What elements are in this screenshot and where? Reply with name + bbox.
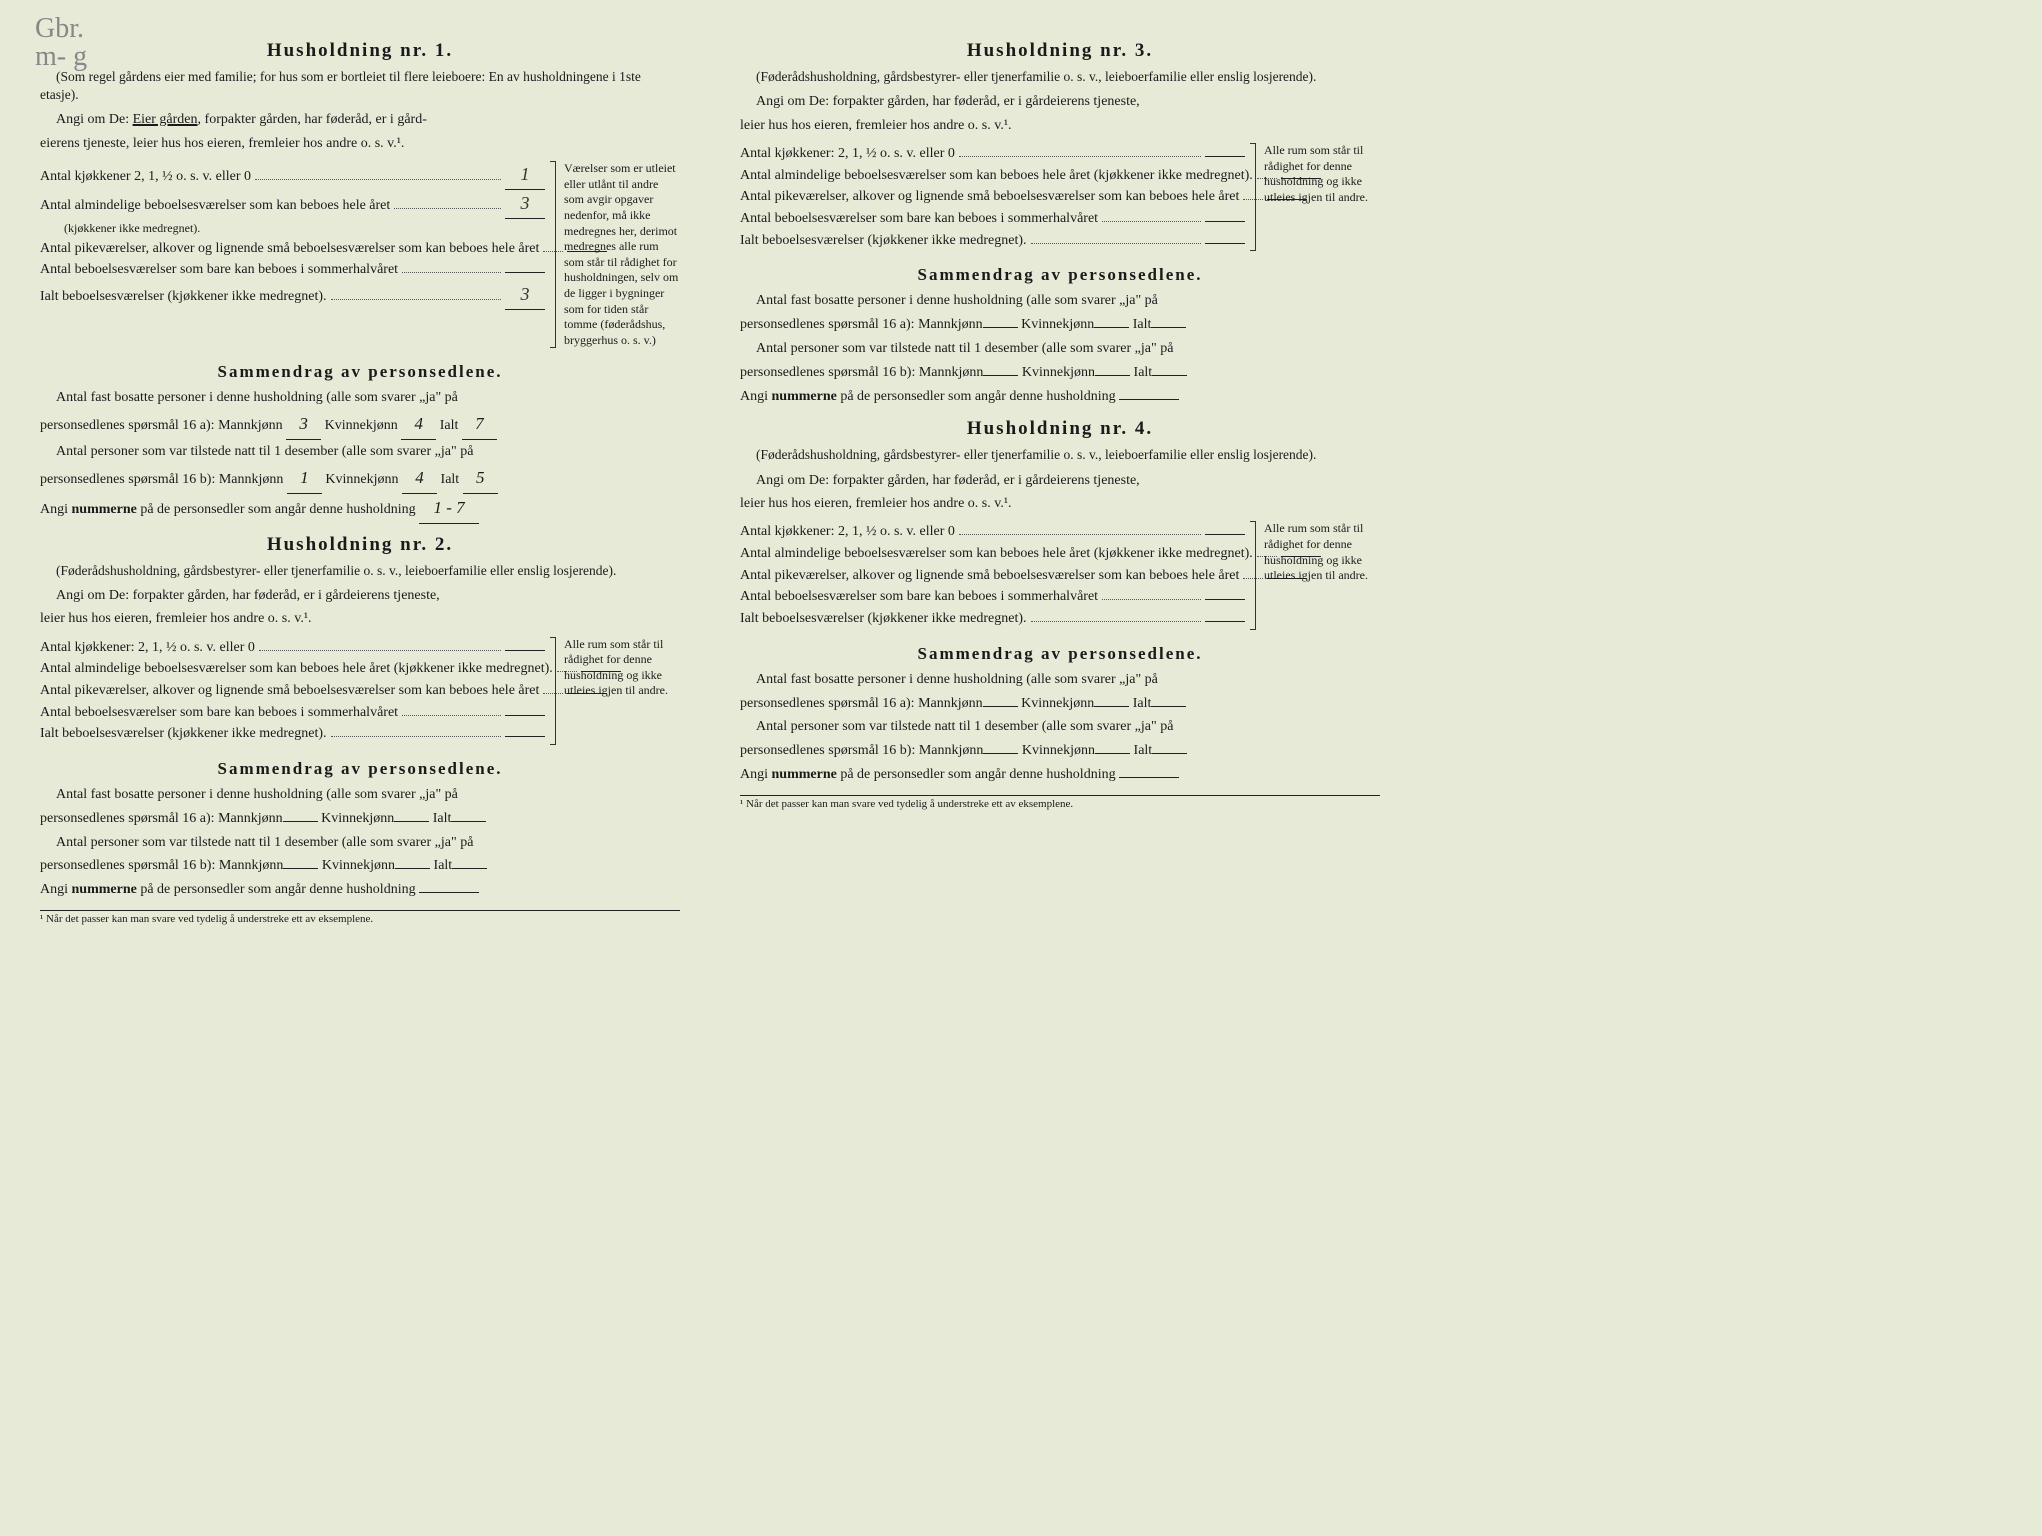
row-summer: Antal beboelsesværelser som bare kan beb… xyxy=(40,259,545,281)
row-kitchens: Antal kjøkkener 2, 1, ½ o. s. v. eller 0… xyxy=(40,161,545,190)
footnote-left: ¹ Når det passer kan man svare ved tydel… xyxy=(40,910,680,925)
row-total: Ialt beboelsesværelser (kjøkkener ikke m… xyxy=(40,281,545,310)
val-total[interactable]: 3 xyxy=(505,281,545,310)
h1-subtitle: (Som regel gårdens eier med familie; for… xyxy=(40,68,680,104)
h2-angi-1: Angi om De: forpakter gården, har føderå… xyxy=(40,585,680,607)
h2-angi-2: leier hus hos eieren, fremleier hos andr… xyxy=(40,608,680,630)
val-kitchens[interactable]: 1 xyxy=(505,161,545,190)
h1-s3: Angi nummerne på de personsedler som ang… xyxy=(40,494,680,524)
h2-note: Alle rum som står til rådighet for denne… xyxy=(555,637,680,745)
fill-s1m[interactable]: 3 xyxy=(286,410,321,440)
h2-rows: Antal kjøkkener: 2, 1, ½ o. s. v. eller … xyxy=(40,637,680,745)
h1-note: Værelser som er utleiet eller utlånt til… xyxy=(555,161,680,348)
h1-s2: Antal personer som var tilstede natt til… xyxy=(40,440,680,464)
fill-s1i[interactable]: 7 xyxy=(462,410,497,440)
h1-angi-2: eierens tjeneste, leier hus hos eieren, … xyxy=(40,133,680,155)
h4-rows: Antal kjøkkener: 2, 1, ½ o. s. v. eller … xyxy=(740,521,1380,629)
h1-title: Husholdning nr. 1. xyxy=(40,40,680,62)
h1-summary-title: Sammendrag av personsedlene. xyxy=(40,362,680,382)
h1-s1: Antal fast bosatte personer i denne hush… xyxy=(40,386,680,410)
h1-s1b: personsedlenes spørsmål 16 a): Mannkjønn… xyxy=(40,410,680,440)
fill-s2k[interactable]: 4 xyxy=(402,464,437,494)
h1-rows: Antal kjøkkener 2, 1, ½ o. s. v. eller 0… xyxy=(40,161,680,348)
row-small: Antal pikeværelser, alkover og lignende … xyxy=(40,238,545,260)
val-rooms[interactable]: 3 xyxy=(505,190,545,219)
handwritten-note: Gbr. m- g xyxy=(35,15,87,71)
val-summer[interactable] xyxy=(505,272,545,273)
h4-title: Husholdning nr. 4. xyxy=(740,418,1380,440)
left-page: Husholdning nr. 1. (Som regel gårdens ei… xyxy=(40,30,680,925)
row-rooms-sub: (kjøkkener ikke medregnet). xyxy=(40,219,545,238)
h1-s2b: personsedlenes spørsmål 16 b): Mannkjønn… xyxy=(40,464,680,494)
row-rooms: Antal almindelige beboelsesværelser som … xyxy=(40,190,545,219)
footnote-right: ¹ Når det passer kan man svare ved tydel… xyxy=(740,795,1380,810)
fill-s1k[interactable]: 4 xyxy=(401,410,436,440)
h2-subtitle: (Føderådshusholdning, gårdsbestyrer- ell… xyxy=(40,562,680,580)
fill-s2m[interactable]: 1 xyxy=(287,464,322,494)
fill-s2i[interactable]: 5 xyxy=(463,464,498,494)
h3-title: Husholdning nr. 3. xyxy=(740,40,1380,62)
right-page: Husholdning nr. 3. (Føderådshusholdning,… xyxy=(740,30,1380,925)
fill-s3[interactable]: 1 - 7 xyxy=(419,494,479,524)
h2-title: Husholdning nr. 2. xyxy=(40,534,680,556)
h2-summary-title: Sammendrag av personsedlene. xyxy=(40,759,680,779)
h3-rows: Antal kjøkkener: 2, 1, ½ o. s. v. eller … xyxy=(740,143,1380,251)
h1-angi-1: Angi om De: Eier gården, forpakter gårde… xyxy=(40,109,680,131)
